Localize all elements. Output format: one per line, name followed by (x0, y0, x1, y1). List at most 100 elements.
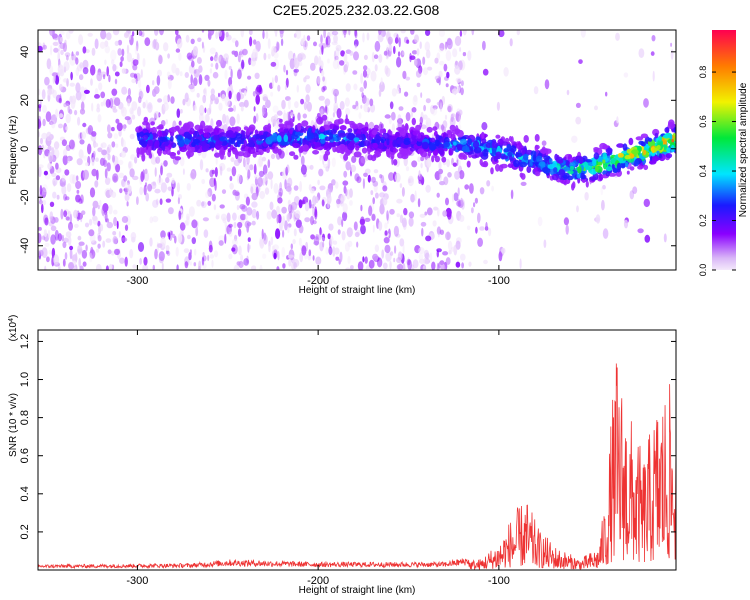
noise-speckle (670, 42, 673, 47)
noise-speckle (128, 161, 132, 169)
noise-speckle (195, 226, 199, 237)
noise-speckle (436, 248, 442, 253)
noise-speckle (291, 211, 296, 219)
ridge-blob (248, 139, 255, 148)
noise-speckle (221, 93, 226, 102)
noise-speckle (402, 70, 407, 80)
spectrogram-x-label: Height of straight line (km) (299, 285, 416, 296)
noise-speckle (316, 112, 321, 118)
noise-speckle (419, 213, 426, 218)
ridge-blob (279, 118, 283, 123)
ridge-blob (158, 151, 162, 157)
ridge-blob (254, 129, 259, 135)
noise-speckle (383, 237, 390, 244)
noise-speckle (219, 204, 225, 209)
noise-speckle (393, 257, 396, 263)
noise-speckle (454, 170, 460, 180)
noise-speckle (359, 87, 364, 93)
ridge-blob (619, 163, 626, 168)
ridge-blob (625, 161, 629, 168)
noise-speckle (248, 244, 251, 250)
noise-speckle (106, 146, 110, 156)
noise-speckle (452, 48, 458, 58)
noise-speckle (462, 30, 467, 36)
noise-speckle (289, 112, 295, 118)
ridge-blob (176, 150, 181, 156)
noise-speckle (112, 30, 120, 36)
noise-speckle (434, 57, 439, 64)
noise-speckle (600, 186, 604, 196)
noise-speckle (251, 208, 257, 219)
noise-speckle (105, 177, 111, 183)
ridge-blob (441, 156, 447, 163)
ridge-blob (387, 129, 392, 134)
noise-speckle (250, 57, 256, 67)
noise-speckle (158, 256, 164, 264)
colorbar-tick-label: 0.4 (698, 165, 708, 178)
noise-speckle (43, 229, 48, 238)
noise-speckle (118, 172, 125, 179)
ridge-blob (321, 114, 328, 121)
noise-speckle (215, 215, 220, 220)
noise-speckle (92, 216, 99, 225)
noise-speckle (461, 262, 464, 269)
noise-speckle (414, 58, 418, 66)
noise-speckle (293, 185, 299, 191)
ridge-blob (214, 152, 221, 158)
noise-speckle (95, 157, 99, 162)
noise-speckle (292, 239, 296, 245)
noise-speckle (138, 78, 142, 89)
noise-speckle (399, 238, 405, 247)
noise-speckle (388, 172, 395, 181)
noise-speckle (360, 156, 367, 164)
noise-speckle (267, 171, 274, 180)
noise-speckle (407, 259, 412, 270)
noise-speckle (448, 250, 452, 255)
noise-speckle (111, 59, 115, 65)
noise-speckle (363, 80, 368, 89)
noise-speckle (62, 241, 67, 249)
noise-speckle (396, 265, 400, 270)
x-tick-label: -200 (307, 275, 329, 287)
noise-speckle (65, 231, 72, 238)
noise-speckle (119, 188, 123, 194)
noise-speckle (103, 157, 106, 166)
noise-speckle (89, 252, 93, 263)
noise-speckle (290, 243, 293, 250)
ridge-blob (371, 129, 378, 136)
ridge-blob (547, 164, 555, 170)
noise-speckle (102, 203, 109, 213)
ridge-blob (216, 119, 222, 127)
noise-speckle (178, 210, 182, 221)
ridge-blob (585, 180, 589, 188)
noise-speckle (229, 116, 236, 127)
noise-speckle (228, 107, 234, 112)
noise-speckle (82, 46, 87, 54)
noise-speckle (205, 191, 210, 199)
noise-speckle (91, 102, 94, 112)
noise-speckle (353, 51, 359, 61)
noise-speckle (325, 35, 331, 46)
noise-speckle (244, 90, 247, 97)
noise-speckle (97, 147, 103, 153)
noise-speckle (63, 237, 69, 243)
snr-y-ticks: 0.20.40.60.81.01.2 (19, 334, 676, 540)
noise-speckle (400, 50, 405, 58)
noise-speckle (334, 247, 340, 255)
noise-speckle (208, 32, 212, 40)
noise-speckle (406, 39, 410, 44)
noise-speckle (184, 261, 189, 269)
noise-speckle (337, 229, 341, 235)
noise-speckle (319, 227, 322, 236)
noise-speckle (64, 169, 70, 176)
noise-speckle (142, 57, 146, 68)
noise-speckle (386, 210, 389, 221)
noise-speckle (471, 30, 475, 36)
noise-speckle (89, 249, 96, 259)
noise-speckle (438, 262, 441, 269)
ridge-blob (401, 131, 406, 137)
noise-speckle (136, 40, 139, 52)
noise-speckle (436, 262, 440, 270)
ridge-blob (377, 144, 384, 149)
noise-speckle (414, 190, 417, 201)
